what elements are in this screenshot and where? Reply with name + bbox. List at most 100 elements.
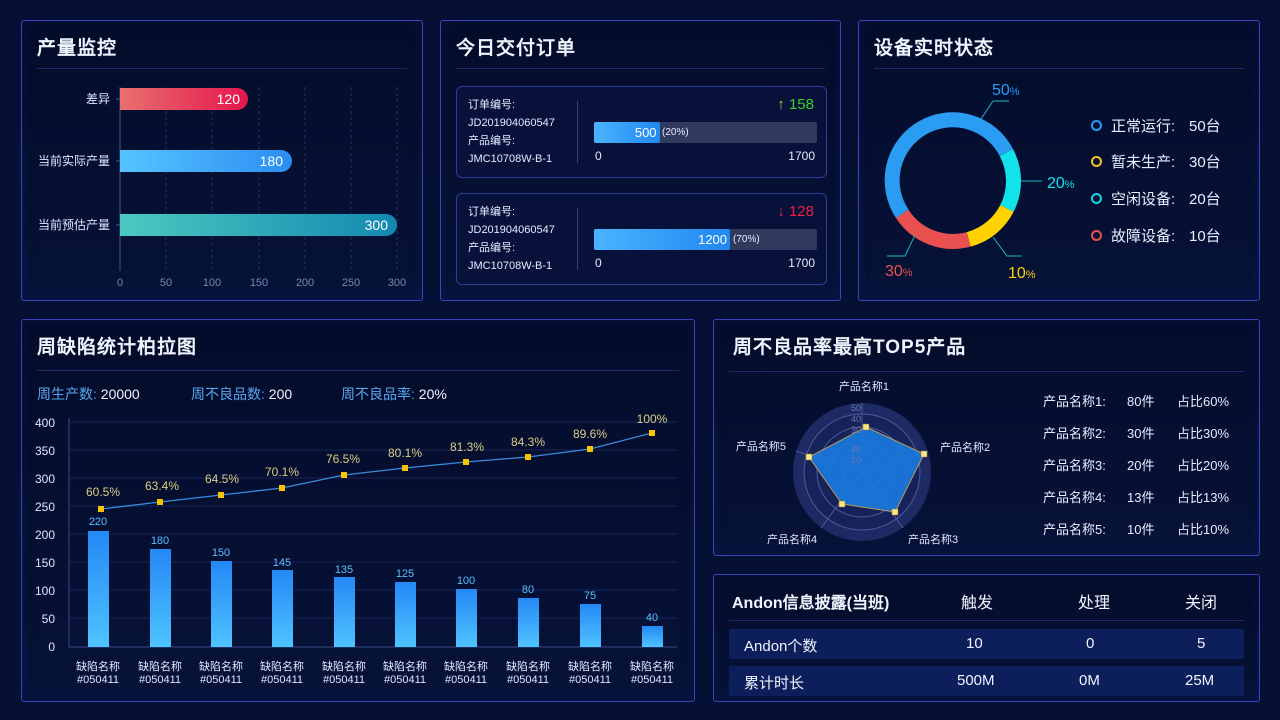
- svg-text:200: 200: [35, 528, 55, 542]
- bar[interactable]: [88, 531, 109, 647]
- svg-text:缺陷名称: 缺陷名称: [138, 659, 182, 673]
- cell-triggered: 10: [966, 635, 983, 652]
- cell-closed: 5: [1197, 635, 1206, 652]
- bar-value: 180: [260, 153, 284, 169]
- svg-text:10: 10: [851, 455, 861, 465]
- svg-text:135: 135: [335, 564, 353, 576]
- x-axis-labels: 缺陷名称 #050411 缺陷名称 #050411 缺陷名称 #050411 缺…: [76, 659, 674, 686]
- line-markers: [98, 430, 655, 512]
- svg-text:63.4%: 63.4%: [145, 479, 179, 493]
- row-label: 累计时长: [744, 675, 805, 692]
- progress-value: 1200: [698, 232, 728, 247]
- legend-label: 正常运行:: [1111, 118, 1176, 135]
- scale-max: 1700: [788, 149, 815, 163]
- stat-weekly-production: 周生产数: 20000: [37, 386, 140, 402]
- donut-slice-pending[interactable]: [966, 204, 1014, 247]
- donut-slice-fault[interactable]: [896, 209, 971, 249]
- top5-list-item: 产品名称1: 80件 占比60%: [1043, 394, 1230, 409]
- svg-text:缺陷名称: 缺陷名称: [76, 659, 120, 673]
- svg-text:#050411: #050411: [261, 674, 303, 686]
- column-header-closed: 关闭: [1185, 595, 1218, 612]
- svg-text:350: 350: [35, 444, 55, 458]
- svg-text:150: 150: [250, 277, 268, 289]
- top5-list-item: 产品名称4: 13件 占比13%: [1043, 490, 1230, 505]
- circle-icon: [1091, 230, 1102, 241]
- svg-text:250: 250: [35, 500, 55, 514]
- category-label: 当前实际产量: [38, 153, 110, 168]
- pareto-panel: 周缺陷统计柏拉图 周生产数: 20000 周不良品数: 200 周不良品率: 2…: [21, 319, 695, 702]
- bar-actual[interactable]: [120, 150, 292, 172]
- bar[interactable]: [642, 626, 663, 647]
- svg-text:50: 50: [851, 403, 861, 413]
- product-number: JMC10708W-B-1: [468, 260, 553, 272]
- order-number-label: 订单编号:: [468, 206, 516, 218]
- arrow-down-icon: ↓: [777, 203, 785, 220]
- separator: [577, 208, 578, 270]
- grid-lines: [165, 87, 398, 271]
- order-card[interactable]: 订单编号: JD201904060547 产品编号: JMC10708W-B-1…: [456, 86, 827, 178]
- bar[interactable]: [150, 549, 171, 647]
- order-info: 订单编号: JD201904060547 产品编号: JMC10708W-B-1: [468, 96, 555, 168]
- category-label: 差异: [86, 92, 110, 106]
- donut-slice-idle[interactable]: [999, 149, 1021, 212]
- svg-text:#050411: #050411: [631, 674, 673, 686]
- progress-bar: 500 (20%): [594, 122, 817, 143]
- legend-item-pending[interactable]: 暂未生产: 30台: [1091, 151, 1221, 172]
- svg-text:产品名称5: 产品名称5: [736, 439, 786, 453]
- divider: [729, 620, 1244, 621]
- top5-list-item: 产品名称5: 10件 占比10%: [1043, 522, 1230, 537]
- svg-text:40: 40: [851, 414, 861, 424]
- bar[interactable]: [456, 589, 477, 647]
- trend-indicator: ↓ 128: [777, 203, 814, 220]
- top5-list-item: 产品名称2: 30件 占比30%: [1043, 426, 1230, 441]
- production-bar-chart: 120 180 300 差异 当前实际产量 当前预估产量 0 50 100 15…: [38, 87, 406, 289]
- divider: [456, 68, 825, 69]
- product-number-label: 产品编号:: [468, 242, 516, 254]
- legend-item-normal[interactable]: 正常运行: 50台: [1091, 115, 1221, 136]
- cell-handling: 0M: [1079, 672, 1100, 689]
- progress-fill: 500: [594, 122, 660, 143]
- bar[interactable]: [518, 598, 539, 647]
- svg-text:180: 180: [151, 535, 169, 547]
- legend-item-fault[interactable]: 故障设备: 10台: [1091, 225, 1221, 246]
- svg-text:80: 80: [522, 584, 534, 596]
- donut-slice-normal[interactable]: [884, 112, 1014, 219]
- stat-weekly-defect-rate: 周不良品率: 20%: [341, 386, 447, 402]
- trend-indicator: ↑ 158: [777, 96, 814, 113]
- svg-text:缺陷名称: 缺陷名称: [506, 659, 550, 673]
- bar[interactable]: [334, 577, 355, 647]
- andon-panel: Andon信息披露(当班) 触发 处理 关闭 Andon个数 10 0 5 累计…: [713, 574, 1260, 702]
- svg-text:220: 220: [89, 516, 107, 528]
- progress-bar: 1200 (70%): [594, 229, 817, 250]
- stat-weekly-defects: 周不良品数: 200: [191, 386, 293, 402]
- svg-text:缺陷名称: 缺陷名称: [630, 659, 674, 673]
- legend-item-idle[interactable]: 空闲设备: 20台: [1091, 188, 1221, 209]
- progress-value: 500: [634, 125, 657, 140]
- svg-text:84.3%: 84.3%: [511, 435, 545, 449]
- svg-text:150: 150: [212, 547, 230, 559]
- table-row: 累计时长 500M 0M 25M: [729, 666, 1244, 696]
- svg-text:产品名称3: 产品名称3: [908, 532, 958, 546]
- bar-value-labels: 220 180 150 145 135 125 100 80 75 40: [89, 516, 658, 624]
- bar[interactable]: [395, 582, 416, 647]
- bar[interactable]: [580, 604, 601, 647]
- bar-estimate[interactable]: [120, 214, 397, 236]
- bars: [88, 531, 663, 647]
- radar-area[interactable]: [808, 426, 925, 513]
- svg-text:81.3%: 81.3%: [450, 440, 484, 454]
- andon-title: Andon信息披露(当班): [732, 595, 890, 612]
- row-label: Andon个数: [744, 638, 818, 655]
- svg-text:150: 150: [35, 556, 55, 570]
- bar[interactable]: [211, 561, 232, 647]
- progress-percent: (70%): [733, 234, 760, 245]
- trend-value: 128: [788, 203, 814, 220]
- radar-indicator-labels: 产品名称1 产品名称2 产品名称3 产品名称4 产品名称5: [736, 379, 990, 546]
- bar[interactable]: [272, 570, 293, 647]
- order-card[interactable]: 订单编号: JD201904060547 产品编号: JMC10708W-B-1…: [456, 193, 827, 285]
- separator: [577, 101, 578, 163]
- bar-difference[interactable]: [120, 88, 248, 110]
- svg-text:缺陷名称: 缺陷名称: [322, 659, 366, 673]
- orders-panel: 今日交付订单 订单编号: JD201904060547 产品编号: JMC107…: [440, 20, 841, 301]
- svg-text:70.1%: 70.1%: [265, 465, 299, 479]
- x-axis-ticks: 0 50 100 150 200 250 300: [117, 277, 406, 289]
